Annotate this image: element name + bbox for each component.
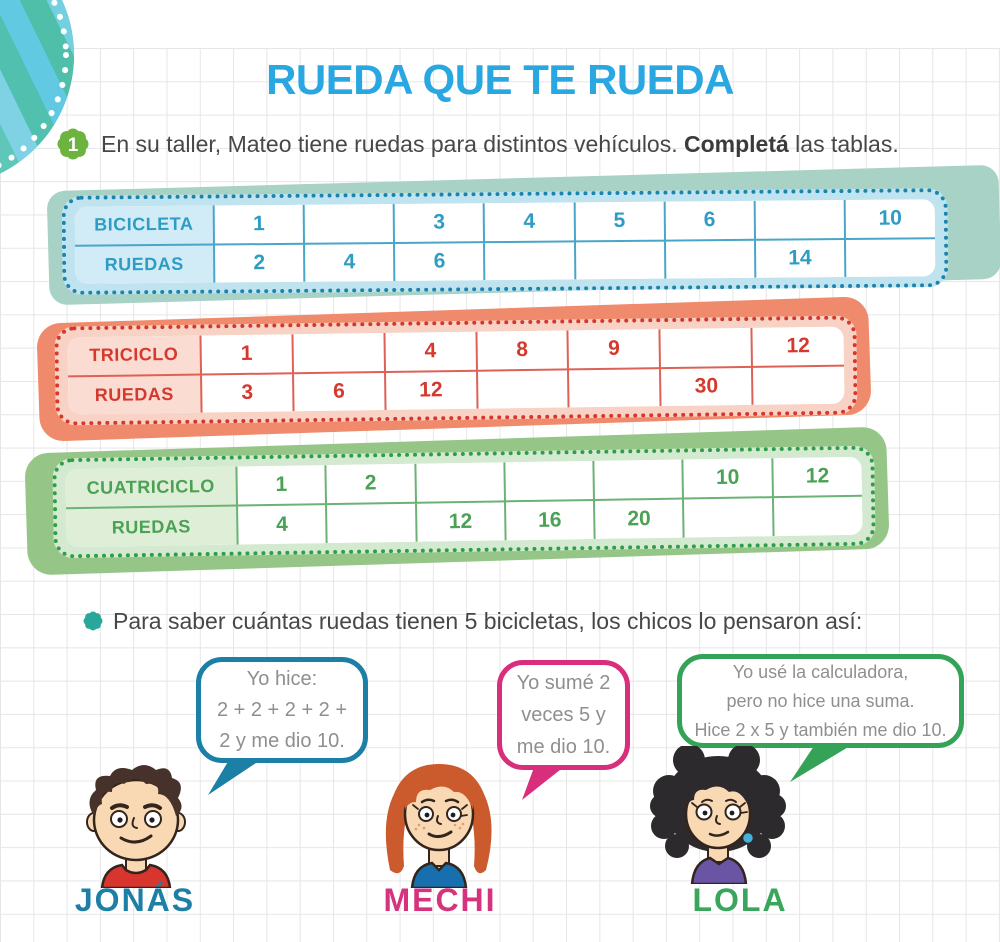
bubble-line: Hice 2 x 5 y también me dio 10.: [694, 719, 947, 740]
page-title: RUEDA QUE TE RUEDA: [266, 56, 734, 103]
mechi-speech-bubble: Yo sumé 2 veces 5 y me dio 10.: [497, 660, 630, 770]
exercise-number-badge: 1: [57, 128, 89, 160]
triciclo-cell-r2-c5-empty[interactable]: [568, 367, 661, 408]
cuatriciclo-table: CUATRICICLO 1 2 10 12 RUEDAS 4 12 16 20: [52, 445, 876, 559]
cuatriciclo-cell-r2-c4: 16: [504, 499, 595, 541]
cuatriciclo-cell-r1-c2: 2: [325, 463, 416, 505]
bubble-line: Yo hice:: [246, 667, 318, 690]
cuatriciclo-cell-r2-c3: 12: [415, 501, 506, 542]
earring: [741, 831, 755, 845]
cuatriciclo-cell-r2-c6-empty[interactable]: [683, 497, 774, 538]
triciclo-table-inner: TRICICLO 1 4 8 9 12 RUEDAS 3 6 12 30: [67, 326, 845, 415]
flower-icon: [57, 128, 89, 160]
cuatriciclo-cell-r1-c4-empty[interactable]: [504, 460, 595, 502]
bubble-line: Yo usé la calculadora,: [732, 661, 909, 682]
bubble-line: 2 + 2 + 2 + 2 +: [216, 698, 348, 721]
jonas-name-label: JONÁS: [74, 882, 196, 918]
bicicleta-table-inner: BICICLETA 1 3 4 5 6 10 RUEDAS 2 4 6 14: [74, 199, 936, 284]
exercise-instruction: 1 En su taller, Mateo tiene ruedas para …: [55, 126, 990, 162]
triciclo-cell-r2-c4-empty[interactable]: [476, 368, 569, 409]
bubble-line: Yo sumé 2: [516, 672, 611, 694]
bicicleta-cell-r1-c5: 5: [574, 201, 665, 241]
triciclo-cell-r2-c1: 3: [201, 372, 294, 413]
bicicleta-cell-r2-c3: 6: [394, 241, 485, 281]
triciclo-cell-r1-c3: 4: [384, 331, 477, 372]
bubble-line: pero no hice una suma.: [726, 690, 915, 711]
cuatriciclo-cell-r1-c1: 1: [236, 465, 327, 506]
bicicleta-table: BICICLETA 1 3 4 5 6 10 RUEDAS 2 4 6 14: [61, 188, 949, 295]
cuatriciclo-table-inner: CUATRICICLO 1 2 10 12 RUEDAS 4 12 16 20: [65, 456, 863, 548]
bicicleta-row-header-vehicle: BICICLETA: [74, 205, 215, 246]
bicicleta-cell-r1-c3: 3: [393, 203, 485, 243]
triciclo-cell-r1-c7: 12: [751, 326, 844, 367]
flower-bullet-icon: [83, 611, 103, 631]
jonas-avatar: [86, 765, 186, 888]
triciclo-cell-r2-c2: 6: [292, 371, 386, 412]
mechi-bubble-tail: [522, 762, 570, 800]
mechi-avatar: [385, 764, 492, 888]
cuatriciclo-cell-r2-c1: 4: [237, 504, 327, 545]
bicicleta-cell-r2-c7: 14: [754, 238, 846, 278]
bicicleta-cell-r2-c6-empty[interactable]: [664, 239, 756, 279]
triciclo-cell-r2-c6: 30: [660, 366, 753, 407]
cuatriciclo-cell-r2-c5: 20: [594, 498, 684, 539]
cuatriciclo-cell-r2-c2-empty[interactable]: [326, 502, 417, 544]
bicicleta-cell-r1-c6: 6: [664, 200, 755, 241]
cuatriciclo-cell-r1-c7: 12: [772, 456, 862, 498]
bicicleta-cell-r2-c2: 4: [304, 242, 395, 282]
corner-decoration: [0, 0, 74, 187]
bicicleta-cell-r2-c8-empty[interactable]: [844, 237, 936, 278]
triciclo-cell-r1-c2-empty[interactable]: [292, 332, 385, 373]
triciclo-row-header-vehicle: TRICICLO: [67, 335, 202, 376]
jonas-speech-bubble: Yo hice: 2 + 2 + 2 + 2 + 2 y me dio 10.: [196, 657, 368, 763]
bubble-line: veces 5 y: [521, 704, 606, 726]
bubble-line: 2 y me dio 10.: [219, 729, 345, 752]
cuatriciclo-cell-r2-c7-empty[interactable]: [772, 495, 863, 537]
triciclo-table: TRICICLO 1 4 8 9 12 RUEDAS 3 6 12 30: [54, 315, 858, 426]
lola-speech-bubble: Yo usé la calculadora, pero no hice una …: [677, 654, 964, 748]
bubble-line: me dio 10.: [516, 736, 611, 758]
mechi-name-label: MECHI: [383, 882, 497, 918]
cuatriciclo-row-header-ruedas: RUEDAS: [66, 505, 238, 548]
bicicleta-cell-r1-c8: 10: [844, 199, 935, 239]
triciclo-cell-r2-c3: 12: [384, 370, 478, 410]
lola-name-label: LOLA: [692, 882, 788, 918]
cuatriciclo-cell-r1-c5-empty[interactable]: [593, 459, 684, 500]
bicicleta-row-header-ruedas: RUEDAS: [75, 244, 215, 284]
bicicleta-cell-r1-c2-empty[interactable]: [303, 203, 395, 244]
triciclo-row-header-ruedas: RUEDAS: [68, 374, 202, 415]
triciclo-cell-r1-c4: 8: [475, 330, 569, 371]
cuatriciclo-row-header-vehicle: CUATRICICLO: [65, 466, 238, 509]
cuatriciclo-cell-r1-c3-empty[interactable]: [414, 462, 505, 503]
lola-avatar: [650, 746, 786, 884]
bicicleta-cell-r1-c1: 1: [213, 204, 305, 245]
bicicleta-cell-r2-c5-empty[interactable]: [574, 240, 665, 280]
triciclo-cell-r1-c6-empty[interactable]: [659, 327, 753, 368]
thinking-prompt: Para saber cuántas ruedas tienen 5 bicic…: [82, 604, 962, 638]
lola-bubble-tail: [790, 740, 860, 782]
exercise-number: 1: [68, 135, 79, 156]
cuatriciclo-cell-r1-c6: 10: [682, 458, 773, 499]
prompt-text: Para saber cuántas ruedas tienen 5 bicic…: [113, 608, 863, 634]
bicicleta-cell-r1-c7-empty[interactable]: [754, 200, 845, 240]
triciclo-cell-r1-c1: 1: [200, 334, 293, 375]
triciclo-cell-r2-c7-empty[interactable]: [752, 365, 845, 405]
bicicleta-cell-r2-c4-empty[interactable]: [484, 240, 575, 281]
jonas-bubble-tail: [208, 755, 268, 795]
bicicleta-cell-r1-c4: 4: [484, 202, 575, 242]
triciclo-cell-r1-c5: 9: [567, 329, 661, 369]
bicicleta-cell-r2-c1: 2: [214, 243, 305, 283]
instruction-text: En su taller, Mateo tiene ruedas para di…: [101, 131, 899, 157]
